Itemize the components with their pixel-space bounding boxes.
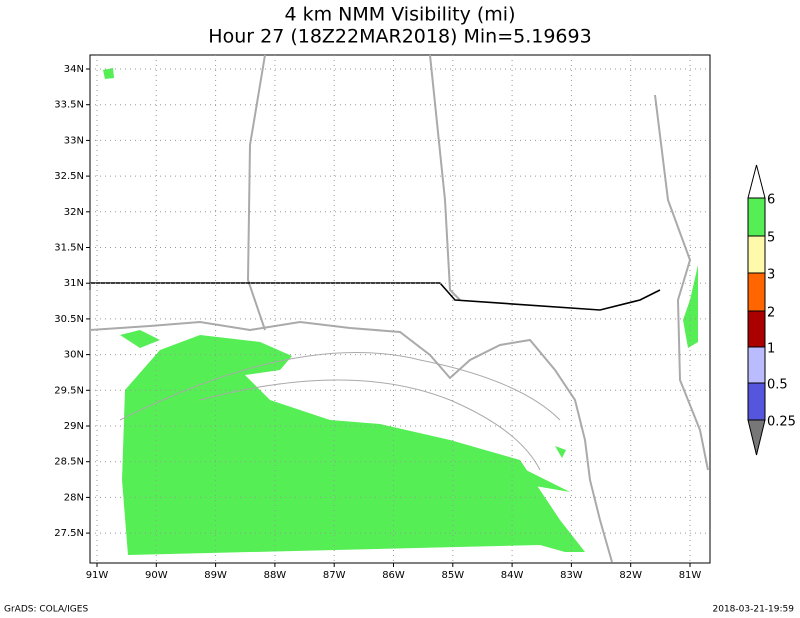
state-lines <box>90 282 661 311</box>
coast <box>89 320 613 563</box>
title: 4 km NMM Visibility (mi) <box>285 4 516 26</box>
colorbar-label: 1 <box>767 342 775 357</box>
lon-label: 83W <box>560 570 583 581</box>
colorbar-bin <box>747 346 766 384</box>
lat-label: 32.5N <box>54 171 84 182</box>
coastline <box>89 54 709 563</box>
lat-label: 31N <box>64 278 84 289</box>
area <box>555 446 566 458</box>
lon-label: 89W <box>204 570 227 581</box>
lon-label: 88W <box>264 570 287 581</box>
area <box>455 467 570 492</box>
area <box>683 265 698 348</box>
colorbar-label: 0.25 <box>767 415 796 430</box>
lon-label: 82W <box>619 570 642 581</box>
lat-label: 31.5N <box>54 243 84 254</box>
lon-label: 90W <box>145 570 168 581</box>
lat-label: 33.5N <box>54 100 84 111</box>
colorbar-bin <box>747 310 766 348</box>
colorbar-bin <box>747 235 766 274</box>
visibility-fill <box>103 68 698 555</box>
lat-label: 28.5N <box>54 457 84 468</box>
lat-label: 34N <box>64 64 84 75</box>
lon-label: 85W <box>441 570 464 581</box>
graticule <box>86 55 710 567</box>
lon-label: 87W <box>323 570 346 581</box>
colorbar-top <box>747 164 766 199</box>
footer-right: 2018-03-21-19:59 <box>713 605 795 615</box>
footer-left: GrADS: COLA/IGES <box>4 605 88 615</box>
colorbar-label: 6 <box>767 193 775 208</box>
lat-label: 29.5N <box>54 385 84 396</box>
colorbar-label: 0.5 <box>767 378 788 393</box>
lat-label: 33N <box>64 135 84 146</box>
lat-label: 30N <box>64 350 84 361</box>
lat-label: 30.5N <box>54 314 84 325</box>
colorbar: 6 5 3 2 1 0.5 0.25 <box>747 164 796 456</box>
colorbar-bin <box>747 197 766 237</box>
area <box>122 335 585 555</box>
area <box>120 330 160 348</box>
lon-label: 86W <box>382 570 405 581</box>
lat-label: 27.5N <box>54 528 84 539</box>
colorbar-label: 5 <box>767 231 775 246</box>
colorbar-bin <box>747 272 766 312</box>
state-line <box>90 282 661 311</box>
colorbar-label: 2 <box>767 306 775 321</box>
lat-label: 32N <box>64 207 84 218</box>
colorbar-bottom <box>747 419 766 456</box>
lon-label: 91W <box>86 570 109 581</box>
contour <box>199 379 541 471</box>
contour <box>119 352 561 421</box>
offshore-contours <box>119 352 561 471</box>
subtitle: Hour 27 (18Z22MAR2018) Min=5.19693 <box>208 26 591 48</box>
coast <box>654 94 709 471</box>
colorbar-label: 3 <box>767 268 775 283</box>
border <box>429 54 461 301</box>
lon-label: 81W <box>679 570 702 581</box>
lat-label: 28N <box>64 492 84 503</box>
border <box>246 54 266 331</box>
lon-label: 84W <box>501 570 524 581</box>
colorbar-bin <box>747 382 766 421</box>
map <box>86 54 711 567</box>
lat-label: 29N <box>64 421 84 432</box>
area <box>103 68 114 79</box>
